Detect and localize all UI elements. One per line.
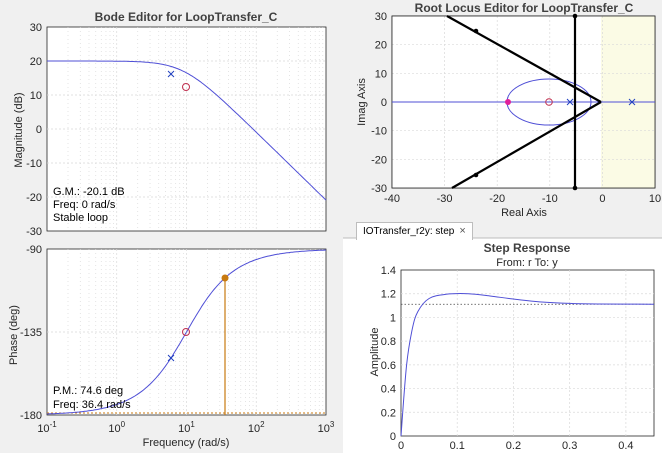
phase-ytick-label: -90	[26, 244, 42, 256]
rlocus-ytick-label: 0	[381, 97, 387, 109]
rlocus-ytick-label: -10	[371, 126, 387, 138]
step-xtick-label: 0.3	[562, 440, 577, 452]
tab-step-response[interactable]: IOTransfer_r2y: step ×	[356, 222, 473, 240]
mag-ytick-label: 20	[30, 56, 42, 68]
phase-ytick-label: -180	[20, 410, 42, 422]
step-xtick-label: 0.2	[506, 440, 521, 452]
rlocus-xlabel: Real Axis	[501, 207, 547, 219]
step-ytick-label: 0.8	[381, 336, 396, 348]
step-ytick-label: 1.4	[381, 265, 396, 277]
gain-margin-freq-text: Freq: 0 rad/s	[53, 199, 116, 211]
step-response-panel: Step Response From: r To: y 1.4 1.2 1 0.8 0.…	[343, 238, 662, 453]
step-title: Step Response	[484, 241, 571, 255]
closed-loop-pole-lower-asym[interactable]	[474, 173, 479, 178]
close-icon[interactable]: ×	[459, 223, 465, 240]
phase-margin-text: P.M.: 74.6 deg	[53, 385, 123, 397]
bode-xtick-label: 101	[178, 420, 195, 435]
rlocus-xtick-label: -20	[489, 193, 505, 205]
step-xtick-label: 0	[398, 440, 404, 452]
rlocus-title: Root Locus Editor for LoopTransfer_C	[415, 1, 634, 15]
rlocus-xtick-label: 10	[649, 193, 661, 205]
phase-ytick-label: -135	[20, 327, 42, 339]
step-ytick-label: 0	[390, 431, 396, 443]
bode-phase-yticks: -90 -135 -180	[20, 244, 42, 422]
bode-phase-panel: -90 -135 -180 Phase (deg) P.M.: 74.6 deg F…	[8, 244, 335, 449]
phase-margin-freq-text: Freq: 36.4 rad/s	[53, 399, 131, 411]
step-ytick-label: 0.2	[381, 407, 396, 419]
bode-mag-ylabel: Magnitude (dB)	[13, 92, 25, 167]
root-locus-panel: Root Locus Editor for LoopTransfer_C -40…	[356, 1, 661, 219]
rlocus-xtick-label: 0	[599, 193, 605, 205]
bode-xticks: 10-1 100 101 102 103	[37, 420, 335, 435]
mag-ytick-label: 10	[30, 90, 42, 102]
bode-xtick-label: 10-1	[37, 420, 57, 435]
bode-title: Bode Editor for LoopTransfer_C	[95, 10, 278, 24]
mag-ytick-label: 0	[36, 124, 42, 136]
bode-xtick-label: 100	[108, 420, 125, 435]
mag-ytick-label: -10	[26, 158, 42, 170]
mag-ytick-label: 30	[30, 22, 42, 34]
step-xtick-label: 0.1	[450, 440, 465, 452]
closed-loop-pole-real[interactable]	[505, 99, 511, 105]
rlocus-ytick-label: 10	[375, 68, 387, 80]
step-ytick-label: 1	[390, 312, 396, 324]
rlocus-ytick-label: -30	[371, 183, 387, 195]
step-ytick-label: 0.4	[381, 384, 396, 396]
rlocus-ytick-label: 20	[375, 40, 387, 52]
stability-text: Stable loop	[53, 212, 108, 224]
mag-ytick-label: -30	[26, 226, 42, 238]
rlocus-xtick-label: -30	[437, 193, 453, 205]
phase-margin-marker[interactable]	[222, 275, 229, 282]
tab-step-label: IOTransfer_r2y: step	[363, 223, 454, 240]
mag-ytick-label: -20	[26, 192, 42, 204]
bode-mag-yticks: 30 20 10 0 -10 -20 -30	[26, 22, 42, 238]
closed-loop-pole-bottom[interactable]	[573, 186, 578, 191]
gain-margin-text: G.M.: -20.1 dB	[53, 186, 125, 198]
closed-loop-pole-upper-asym[interactable]	[474, 29, 479, 34]
step-xtick-label: 0.4	[618, 440, 633, 452]
rlocus-ytick-label: -20	[371, 154, 387, 166]
rlocus-xtick-label: -10	[542, 193, 558, 205]
bode-xtick-label: 102	[248, 420, 265, 435]
step-ytick-label: 1.2	[381, 289, 396, 301]
bode-xtick-label: 103	[318, 420, 335, 435]
step-ytick-label: 0.6	[381, 360, 396, 372]
step-ylabel: Amplitude	[369, 328, 381, 377]
bode-magnitude-panel: Bode Editor for LoopTransfer_C 30 20 10 0 -1…	[13, 10, 326, 238]
rlocus-ylabel: Imag Axis	[356, 78, 368, 126]
bode-xlabel: Frequency (rad/s)	[143, 437, 230, 449]
closed-loop-pole-top[interactable]	[573, 14, 578, 19]
rlocus-ytick-label: 30	[375, 11, 387, 23]
step-subtitle: From: r To: y	[496, 257, 558, 269]
bode-phase-ylabel: Phase (deg)	[8, 305, 20, 365]
